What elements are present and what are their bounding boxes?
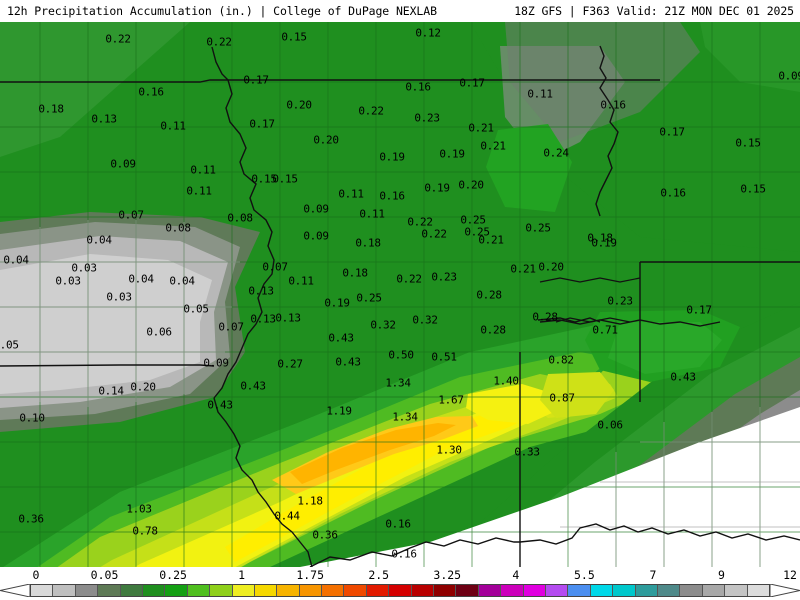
colorbar-tick-label: 2.5 [368, 568, 390, 582]
contour-blob-lakeshore [486, 124, 572, 212]
colorbar-segment [120, 585, 143, 596]
contour-band-gray-light-w [0, 254, 212, 394]
colorbar-segment [187, 585, 211, 596]
contour-band-ne-corner [700, 22, 800, 92]
colorbar-segment [657, 585, 681, 596]
colorbar-tick-label: 0 [32, 568, 40, 582]
contour-band-plume-overlay6 [225, 410, 520, 562]
contour-band-nw-light [0, 22, 190, 157]
colorbar-segment [299, 585, 323, 596]
header-bar: 12h Precipitation Accumulation (in.) | C… [0, 0, 800, 22]
colorbar-segment [680, 585, 703, 596]
colorbar-tick-label: 0.25 [159, 568, 187, 582]
colorbar-tick-label: 1 [238, 568, 246, 582]
colorbar-segment [635, 585, 658, 596]
colorbar-segment [389, 585, 412, 596]
contour-spur-east-ylgreen-b [540, 372, 614, 418]
colorbar-tick-label: 3.25 [433, 568, 462, 582]
colorbar-segment [142, 585, 166, 596]
colorbar-tick-label: 4 [512, 568, 520, 582]
colorbar-panel: 0 0.05 0.25 1 1.75 2.5 3.25 4 5.5 7 9 12 [0, 567, 800, 600]
colorbar-segment [344, 585, 367, 596]
county-boundaries-light [0, 220, 800, 567]
colorbar-segment [545, 585, 569, 596]
colorbar-segment [523, 585, 546, 596]
page-title: 12h Precipitation Accumulation (in.) | C… [7, 4, 437, 18]
colorbar-gradient[interactable] [30, 584, 770, 597]
state-boundaries [0, 45, 800, 567]
colorbar-segment [501, 585, 524, 596]
colorbar-overflow-arrow [770, 584, 800, 597]
colorbar-segment [31, 585, 54, 596]
colorbar-segment [75, 585, 99, 596]
colorbar-segment [366, 585, 390, 596]
colorbar-segment [411, 585, 435, 596]
colorbar-segment [434, 585, 457, 596]
colorbar-segment [702, 585, 726, 596]
colorbar-segment [277, 585, 300, 596]
colorbar-tick-label: 9 [717, 568, 725, 582]
contour-spur-east-yellow-b [466, 384, 554, 424]
colorbar-segment [613, 585, 636, 596]
precipitation-map[interactable]: 0.220.220.150.120.090.160.170.160.170.11… [0, 22, 800, 567]
model-run-info: 18Z GFS | F363 Valid: 21Z MON DEC 01 202… [514, 4, 794, 18]
colorbar-tick-label: 12 [783, 568, 797, 582]
colorbar-segment [478, 585, 502, 596]
colorbar-segment [165, 585, 188, 596]
colorbar-segment [590, 585, 614, 596]
colorbar-segment [747, 585, 769, 596]
contour-pocket-east-green2 [608, 322, 722, 374]
colorbar-segment [254, 585, 278, 596]
colorbar-segment [456, 585, 479, 596]
river-lines [539, 277, 641, 323]
contour-band-plume-overlay8 [290, 423, 456, 484]
colorbar-tick-label: 5.5 [573, 568, 595, 582]
colorbar-segment [232, 585, 255, 596]
colorbar-segment [725, 585, 748, 596]
colorbar-segment [53, 585, 76, 596]
colorbar-tick-label: 0.05 [90, 568, 119, 582]
colorbar-segment [322, 585, 345, 596]
colorbar-segment [210, 585, 233, 596]
colorbar-segment [98, 585, 121, 596]
map-canvas [0, 22, 800, 567]
colorbar-tick-label: 1.75 [296, 568, 325, 582]
colorbar-segment [568, 585, 591, 596]
colorbar-tick-label: 7 [649, 568, 657, 582]
colorbar-underflow-arrow [0, 584, 30, 597]
colorbar-tick-labels: 0 0.05 0.25 1 1.75 2.5 3.25 4 5.5 7 9 12 [0, 567, 800, 583]
